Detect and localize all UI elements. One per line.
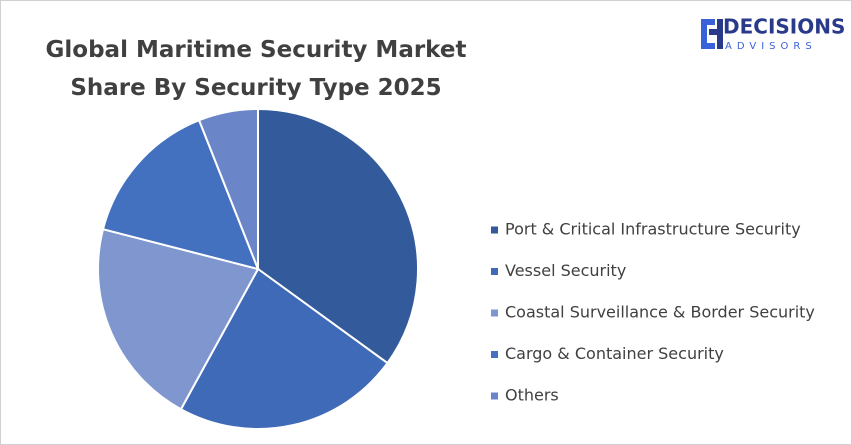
chart-title: Global Maritime Security Market Share By… xyxy=(45,37,467,101)
legend-label: Cargo & Container Security xyxy=(505,344,724,363)
logo-name: DECISIONS xyxy=(723,15,845,39)
pie-slice xyxy=(197,107,259,270)
pie-slice xyxy=(97,227,260,411)
legend-label: Others xyxy=(505,386,559,405)
legend-label: Vessel Security xyxy=(505,261,626,280)
legend-label: Port & Critical Infrastructure Security xyxy=(505,220,801,239)
logo-icon xyxy=(709,19,723,49)
legend-swatch xyxy=(491,268,498,275)
legend-swatch xyxy=(491,309,498,317)
pie-slice xyxy=(257,107,419,365)
legend-swatch xyxy=(491,351,498,358)
legend-swatch xyxy=(491,226,498,234)
logo-icon xyxy=(701,19,715,49)
pie-slice xyxy=(101,118,260,271)
legend-label: Coastal Surveillance & Border Security xyxy=(505,303,815,322)
legend-swatch xyxy=(491,392,498,400)
logo: DECISIONS ADVISORS xyxy=(701,15,845,52)
pie-slice xyxy=(179,267,389,430)
logo-tagline: ADVISORS xyxy=(725,41,817,52)
